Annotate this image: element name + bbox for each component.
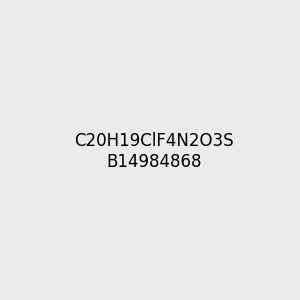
Text: C20H19ClF4N2O3S
B14984868: C20H19ClF4N2O3S B14984868	[74, 132, 234, 171]
